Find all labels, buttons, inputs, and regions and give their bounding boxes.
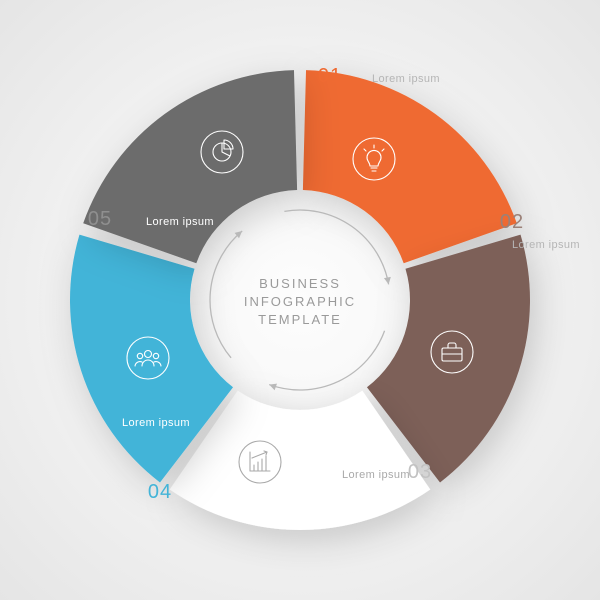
segment-number: 03 [408, 461, 432, 483]
segment-number: 02 [500, 211, 524, 233]
segment-number: 01 [318, 65, 342, 87]
segment-label: Lorem ipsum [372, 73, 440, 85]
svg-text:INFOGRAPHIC: INFOGRAPHIC [244, 294, 356, 309]
segment-number: 05 [88, 208, 112, 230]
infographic-svg: BUSINESS INFOGRAPHIC TEMPLATE 01 Lorem ipsum… [0, 0, 600, 600]
center-text: BUSINESS INFOGRAPHIC TEMPLATE [244, 276, 356, 327]
svg-text:BUSINESS: BUSINESS [259, 276, 341, 291]
seg5 [83, 70, 297, 263]
infographic-stage: BUSINESS INFOGRAPHIC TEMPLATE 01 Lorem ipsum… [0, 0, 600, 600]
segment-label: Lorem ipsum [122, 417, 190, 429]
svg-text:TEMPLATE: TEMPLATE [258, 312, 342, 327]
segment-label: Lorem ipsum [512, 239, 580, 251]
segment-label: Lorem ipsum [146, 216, 214, 228]
seg1 [303, 70, 517, 263]
segment-label: Lorem ipsum [342, 469, 410, 481]
segment-number: 04 [148, 481, 172, 503]
